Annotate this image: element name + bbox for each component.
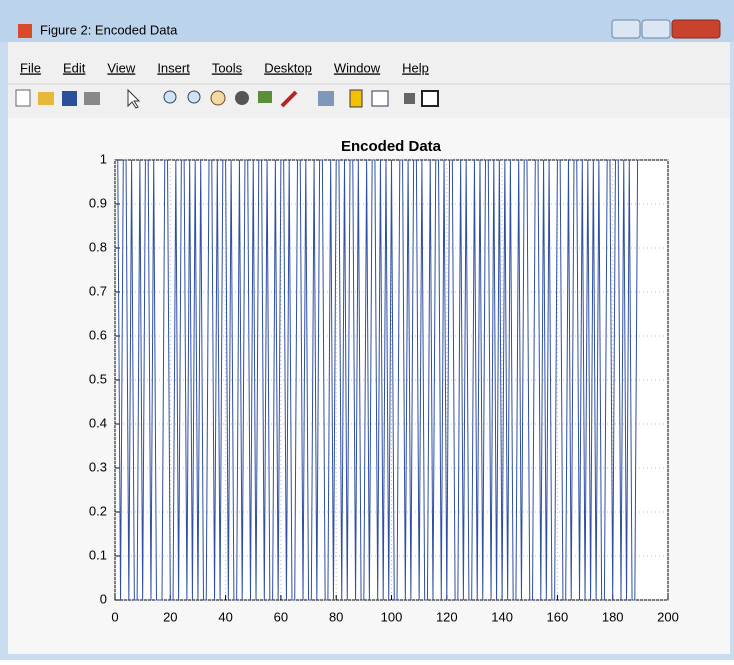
chart-title: Encoded Data: [341, 138, 442, 155]
y-tick-label: 0.4: [89, 415, 107, 430]
menu-item[interactable]: File: [20, 60, 41, 75]
print-icon[interactable]: [84, 92, 100, 105]
menu-item[interactable]: Window: [334, 60, 381, 75]
rotate-icon[interactable]: [235, 91, 249, 105]
zoom-in-icon[interactable]: [163, 90, 177, 104]
menu-item[interactable]: Edit: [63, 60, 86, 75]
close-button[interactable]: [671, 19, 721, 39]
colorbar-icon[interactable]: [349, 89, 363, 108]
window-title: Figure 2: Encoded Data: [40, 22, 178, 37]
brush-icon[interactable]: [280, 90, 298, 108]
x-tick-label: 20: [163, 609, 177, 624]
y-tick-label: 0: [100, 591, 107, 606]
minimize-button[interactable]: [611, 19, 641, 39]
y-tick-label: 0.6: [89, 327, 107, 342]
save-icon[interactable]: [62, 91, 77, 106]
x-tick-label: 200: [657, 609, 679, 624]
x-tick-label: 100: [381, 609, 403, 624]
x-tick-label: 40: [218, 609, 232, 624]
x-tick-label: 120: [436, 609, 458, 624]
maximize-button[interactable]: [641, 19, 671, 39]
show-tools-icon[interactable]: [421, 90, 439, 107]
open-icon[interactable]: [38, 92, 54, 105]
y-tick-label: 0.5: [89, 371, 107, 386]
plot: 0 0.1 0.2 0.3 0.4 0.5 0.6 0.7 0.8 0.9 1 0 20 40 60 80 10…: [89, 151, 679, 624]
link-icon[interactable]: [318, 91, 334, 106]
x-tick-label: 140: [491, 609, 513, 624]
legend-icon[interactable]: [371, 90, 389, 107]
zoom-out-icon[interactable]: [187, 90, 201, 104]
menu-item[interactable]: Desktop: [264, 60, 312, 75]
datacursor-icon[interactable]: [258, 91, 272, 103]
y-tick-label: 0.7: [89, 283, 107, 298]
menu-item[interactable]: View: [107, 60, 136, 75]
x-tick-label: 80: [329, 609, 343, 624]
pan-icon[interactable]: [210, 90, 226, 106]
app-icon: [18, 24, 32, 38]
menu-item[interactable]: Help: [402, 60, 429, 75]
x-tick-label: 0: [111, 609, 118, 624]
x-tick-label: 180: [602, 609, 624, 624]
y-tick-label: 0.1: [89, 547, 107, 562]
x-tick-label: 60: [274, 609, 288, 624]
hide-tools-icon[interactable]: [404, 93, 415, 104]
menu-bar: File Edit View Insert Tools Desktop Window Help: [20, 60, 429, 75]
new-icon[interactable]: [15, 89, 31, 107]
menu-item[interactable]: Tools: [212, 60, 243, 75]
y-tick-label: 1: [100, 151, 107, 166]
y-tick-label: 0.2: [89, 503, 107, 518]
x-tick-label: 160: [547, 609, 569, 624]
y-tick-label: 0.9: [89, 195, 107, 210]
menu-item[interactable]: Insert: [157, 60, 190, 75]
y-tick-label: 0.3: [89, 459, 107, 474]
data-line: [117, 159, 641, 601]
pointer-icon[interactable]: [127, 88, 141, 109]
y-tick-label: 0.8: [89, 239, 107, 254]
toolbar: [15, 88, 439, 109]
